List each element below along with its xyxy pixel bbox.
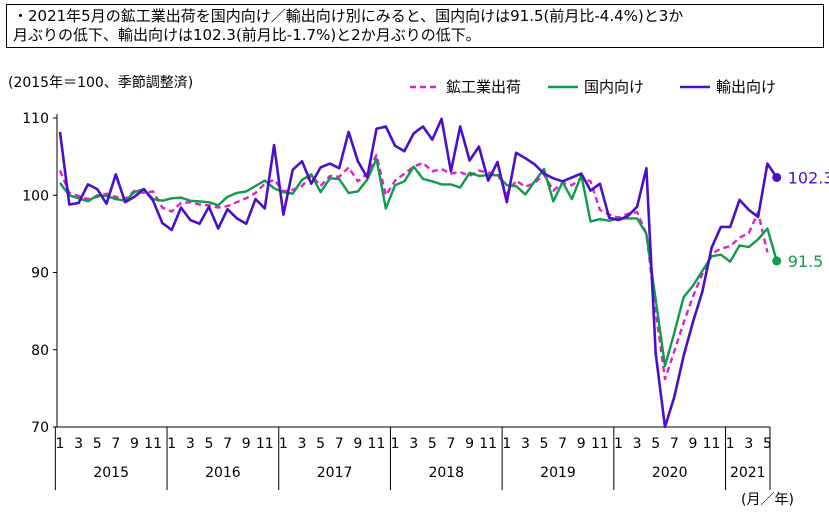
month-tick-label: 7 — [558, 436, 567, 452]
month-tick-label: 3 — [186, 436, 195, 452]
year-label: 2019 — [540, 465, 576, 481]
month-tick-label: 3 — [744, 436, 753, 452]
month-tick-label: 9 — [242, 436, 251, 452]
year-label: 2018 — [428, 465, 464, 481]
end-marker-domestic — [772, 256, 782, 266]
month-tick-label: 11 — [368, 436, 386, 452]
month-tick-label: 9 — [465, 436, 474, 452]
summary-note: ・2021年5月の鉱工業出荷を国内向け／輸出向け別にみると、国内向けは91.5(… — [6, 4, 824, 48]
month-tick-label: 5 — [93, 436, 102, 452]
month-tick-label: 5 — [651, 436, 660, 452]
y-tick-label: 90 — [31, 266, 49, 282]
month-tick-label: 3 — [521, 436, 530, 452]
summary-line-1: ・2021年5月の鉱工業出荷を国内向け／輸出向け別にみると、国内向けは91.5(… — [13, 7, 684, 25]
legend-label-domestic: 国内向け — [584, 78, 644, 96]
month-tick-label: 3 — [74, 436, 83, 452]
y-tick-label: 70 — [31, 420, 49, 436]
month-tick-label: 1 — [502, 436, 511, 452]
legend: 鉱工業出荷 国内向け 輸出向け — [410, 78, 776, 96]
end-marker-export — [772, 172, 782, 182]
month-tick-label: 1 — [167, 436, 176, 452]
month-tick-label: 1 — [56, 436, 65, 452]
month-tick-label: 9 — [577, 436, 586, 452]
y-tick-label: 80 — [31, 343, 49, 359]
month-tick-label: 3 — [298, 436, 307, 452]
month-tick-label: 1 — [279, 436, 288, 452]
series-lines — [58, 117, 778, 429]
month-tick-label: 3 — [409, 436, 418, 452]
month-tick-label: 9 — [688, 436, 697, 452]
end-label-domestic: 91.5 — [788, 252, 824, 271]
year-label: 2021 — [730, 465, 766, 481]
year-label: 2020 — [652, 465, 688, 481]
month-tick-label: 7 — [223, 436, 232, 452]
month-tick-label: 11 — [144, 436, 162, 452]
year-label: 2015 — [93, 465, 129, 481]
end-markers: 91.5 102.3 — [772, 168, 829, 271]
y-tick-label: 100 — [22, 188, 49, 204]
month-tick-label: 5 — [540, 436, 549, 452]
month-tick-label: 7 — [670, 436, 679, 452]
month-tick-label: 5 — [763, 436, 772, 452]
month-tick-label: 7 — [335, 436, 344, 452]
month-tick-label: 11 — [591, 436, 609, 452]
month-tick-label: 5 — [316, 436, 325, 452]
summary-line-2: 月ぶりの低下、輸出向けは102.3(前月比-1.7%)と2か月ぶりの低下。 — [13, 26, 481, 44]
month-tick-label: 5 — [204, 436, 213, 452]
month-tick-label: 11 — [479, 436, 497, 452]
legend-label-total: 鉱工業出荷 — [446, 78, 521, 96]
month-tick-label: 1 — [726, 436, 735, 452]
month-tick-label: 3 — [633, 436, 642, 452]
series-line-export — [58, 117, 778, 429]
x-unit-label: (月／年) — [741, 492, 794, 508]
year-label: 2016 — [205, 465, 241, 481]
year-label: 2017 — [317, 465, 353, 481]
month-tick-label: 9 — [130, 436, 139, 452]
month-tick-label: 1 — [391, 436, 400, 452]
end-label-export: 102.3 — [788, 168, 829, 187]
month-tick-label: 9 — [353, 436, 362, 452]
y-unit-label: (2015年＝100、季節調整済) — [8, 74, 193, 91]
month-tick-label: 5 — [428, 436, 437, 452]
series-line-domestic — [59, 157, 778, 368]
month-tick-label: 11 — [256, 436, 274, 452]
month-tick-label: 1 — [614, 436, 623, 452]
y-tick-label: 110 — [22, 111, 49, 127]
legend-label-export: 輸出向け — [716, 78, 776, 96]
month-tick-label: 7 — [111, 436, 120, 452]
month-tick-label: 11 — [703, 436, 721, 452]
month-tick-label: 7 — [446, 436, 455, 452]
